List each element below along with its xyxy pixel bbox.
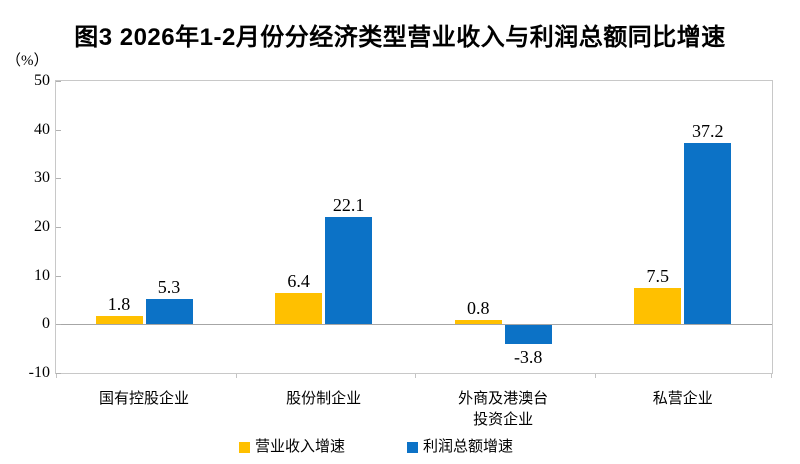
category-label-3: 私营企业: [652, 391, 713, 407]
y-axis-tick: [56, 178, 61, 179]
y-axis-tick-label: 50: [34, 72, 50, 89]
y-axis-tick: [56, 276, 61, 277]
bar-营业收入增速-1: [275, 293, 323, 325]
bar-value-label: 37.2: [692, 121, 724, 142]
y-axis-tick-label: 30: [34, 169, 50, 187]
legend-label: 营业收入增速: [254, 439, 345, 455]
y-axis-tick-label: 10: [34, 266, 50, 284]
legend-swatch-icon: [407, 441, 418, 453]
x-axis-tick: [594, 374, 596, 378]
bar-营业收入增速-2: [454, 320, 502, 325]
x-axis-tick: [771, 374, 772, 378]
bar-营业收入增速-3: [634, 287, 682, 325]
bar-value-label: 5.3: [157, 276, 181, 297]
category-label-1: 股份制企业: [286, 391, 362, 407]
x-axis-tick: [415, 374, 417, 378]
bar-value-label: 0.8: [466, 298, 490, 319]
y-axis-tick-label: -10: [28, 364, 50, 381]
y-axis-tick: [56, 130, 61, 131]
zero-axis-line: [56, 324, 772, 326]
category-label-2: 外商及港澳台 投资企业: [458, 391, 549, 428]
legend: 营业收入增速 利润总额增速: [0, 439, 776, 455]
bar-value-label: 1.8: [107, 293, 131, 314]
bar-利润总额增速-2: [504, 325, 552, 344]
bar-value-label: 22.1: [332, 194, 365, 215]
y-axis-tick-label: 0: [42, 315, 50, 333]
plot-area: 50 40 30 20 10 0 -10 1.8 6.4 0.8 7.5 5.3 22.1 -3.8 37.…: [29, 72, 773, 428]
y-axis-tick: [56, 227, 61, 228]
y-axis-tick: [56, 373, 61, 374]
legend-swatch-icon: [238, 441, 250, 453]
legend-label: 利润总额增速: [423, 439, 514, 455]
bar-利润总额增速-3: [684, 143, 732, 325]
x-axis-tick: [56, 374, 57, 378]
bar-value-label: 7.5: [646, 265, 670, 286]
chart-title: 图3 2026年1-2月份分经济类型营业收入与利润总额同比增速: [74, 24, 726, 51]
y-axis-tick-label: 20: [34, 218, 50, 235]
bar-利润总额增速-1: [325, 216, 373, 325]
y-axis-tick: [56, 81, 61, 82]
legend-item-1: 利润总额增速: [407, 439, 513, 455]
category-label-0: 国有控股企业: [98, 391, 189, 407]
bar-利润总额增速-0: [145, 298, 193, 325]
bar-value-label: -3.8: [513, 346, 543, 367]
y-axis-unit-label: （%）: [6, 53, 49, 69]
y-axis-tick: [56, 324, 61, 325]
bar-value-label: 6.4: [287, 271, 310, 292]
x-axis-tick: [235, 374, 237, 378]
bar-营业收入增速-0: [95, 315, 143, 325]
legend-item-0: 营业收入增速: [238, 439, 345, 455]
y-axis-tick-label: 40: [34, 120, 50, 138]
